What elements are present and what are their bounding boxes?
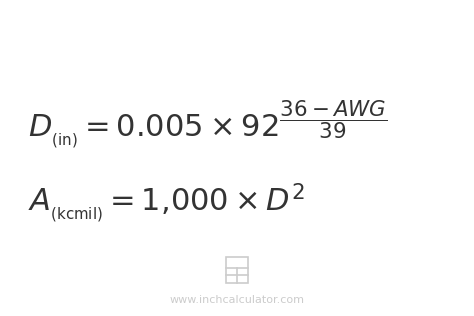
Text: $\mathit{D}_{_{\mathregular{(in)}}} = 0.005 \times 92^{\dfrac{36-\mathit{AWG}}{3: $\mathit{D}_{_{\mathregular{(in)}}} = 0.… [28, 99, 388, 152]
Text: www.inchcalculator.com: www.inchcalculator.com [170, 295, 304, 305]
Text: $\mathit{A}_{_{\mathregular{(kcmil)}}} = 1{,}000 \times \mathit{D}^{2}$: $\mathit{A}_{_{\mathregular{(kcmil)}}} =… [28, 182, 305, 226]
Text: Wire Size Formula: Wire Size Formula [100, 24, 374, 53]
